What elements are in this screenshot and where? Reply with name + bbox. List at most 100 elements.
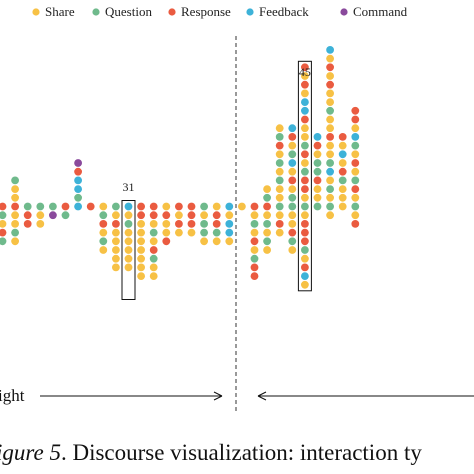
message-dot: [137, 228, 146, 237]
message-dot: [301, 185, 309, 194]
message-dot: [23, 220, 32, 228]
message-dot: [351, 150, 360, 159]
message-dot: [212, 228, 221, 237]
message-dot: [11, 211, 19, 220]
highlight-count-label: 45: [299, 65, 311, 79]
message-dot: [112, 220, 120, 228]
message-dot: [74, 176, 82, 185]
message-dot: [162, 211, 171, 220]
message-dot: [301, 115, 309, 124]
message-dot: [74, 202, 82, 211]
message-dot: [338, 185, 347, 194]
message-dot: [250, 254, 259, 263]
message-dot: [250, 263, 259, 272]
message-dot: [212, 237, 221, 246]
message-dot: [149, 211, 158, 220]
legend-marker-feedback: [246, 8, 254, 16]
message-dot: [275, 202, 284, 211]
message-dot: [326, 176, 334, 185]
message-dot: [313, 159, 322, 167]
message-dot: [212, 202, 221, 211]
message-dot: [351, 211, 360, 220]
message-dot: [175, 228, 183, 237]
message-dot: [338, 176, 347, 185]
message-dot: [301, 280, 309, 289]
message-dot: [250, 246, 259, 254]
message-dot: [351, 185, 360, 194]
message-dot: [301, 167, 309, 176]
message-dot: [351, 202, 360, 211]
message-dot: [112, 254, 120, 263]
message-dot: [11, 185, 19, 194]
message-dot: [326, 211, 334, 220]
message-dot: [162, 220, 171, 228]
message-dot: [61, 211, 70, 220]
message-dot: [275, 124, 284, 133]
message-dot: [225, 211, 234, 220]
message-dot: [124, 220, 133, 228]
message-dot: [275, 193, 284, 202]
legend-label-share: Share: [45, 4, 75, 19]
message-dot: [0, 237, 7, 246]
message-dot: [275, 167, 284, 176]
message-dot: [326, 159, 334, 167]
message-dot: [200, 228, 209, 237]
message-dot: [301, 106, 309, 115]
message-dot: [275, 228, 284, 237]
right-arrowhead-icon: [257, 391, 267, 401]
message-dot: [326, 202, 334, 211]
message-dot: [124, 237, 133, 246]
message-dot: [326, 106, 334, 115]
caption-figure-label: igure 5: [0, 440, 61, 465]
message-dot: [301, 141, 309, 150]
message-dot: [301, 246, 309, 254]
message-dot: [99, 202, 108, 211]
message-dot: [338, 159, 347, 167]
message-dot: [351, 167, 360, 176]
message-dot: [351, 141, 360, 150]
message-dot: [0, 228, 7, 237]
message-dot: [23, 211, 32, 220]
highlight-count-label: 31: [123, 180, 135, 194]
message-dot: [301, 254, 309, 263]
message-dot: [301, 124, 309, 133]
message-dot: [326, 185, 334, 194]
message-dot: [225, 220, 234, 228]
message-dot: [301, 133, 309, 141]
message-dot: [275, 159, 284, 167]
message-dot: [351, 159, 360, 167]
message-dot: [200, 237, 209, 246]
message-dot: [212, 211, 221, 220]
message-dot: [263, 202, 271, 211]
message-dot: [301, 159, 309, 167]
message-dot: [263, 185, 271, 194]
message-dot: [0, 220, 7, 228]
message-dot: [313, 133, 322, 141]
message-dot: [288, 167, 297, 176]
message-dot: [275, 150, 284, 159]
message-dot: [326, 63, 334, 72]
message-dot: [137, 211, 146, 220]
message-dot: [313, 150, 322, 159]
message-dot: [338, 133, 347, 141]
message-dot: [351, 115, 360, 124]
message-dot: [301, 193, 309, 202]
message-dot: [124, 246, 133, 254]
message-dot: [149, 237, 158, 246]
message-dot: [124, 254, 133, 263]
message-dot: [175, 211, 183, 220]
message-dot: [288, 176, 297, 185]
message-dot: [301, 220, 309, 228]
message-dot: [338, 167, 347, 176]
message-dot: [338, 141, 347, 150]
message-dot: [149, 272, 158, 280]
message-dot: [61, 202, 70, 211]
message-dot: [338, 150, 347, 159]
message-dot: [187, 228, 196, 237]
message-dot: [124, 228, 133, 237]
message-dot: [11, 220, 19, 228]
message-dot: [288, 228, 297, 237]
message-dot: [301, 80, 309, 89]
highlight-box: [297, 60, 312, 292]
message-dot: [275, 220, 284, 228]
